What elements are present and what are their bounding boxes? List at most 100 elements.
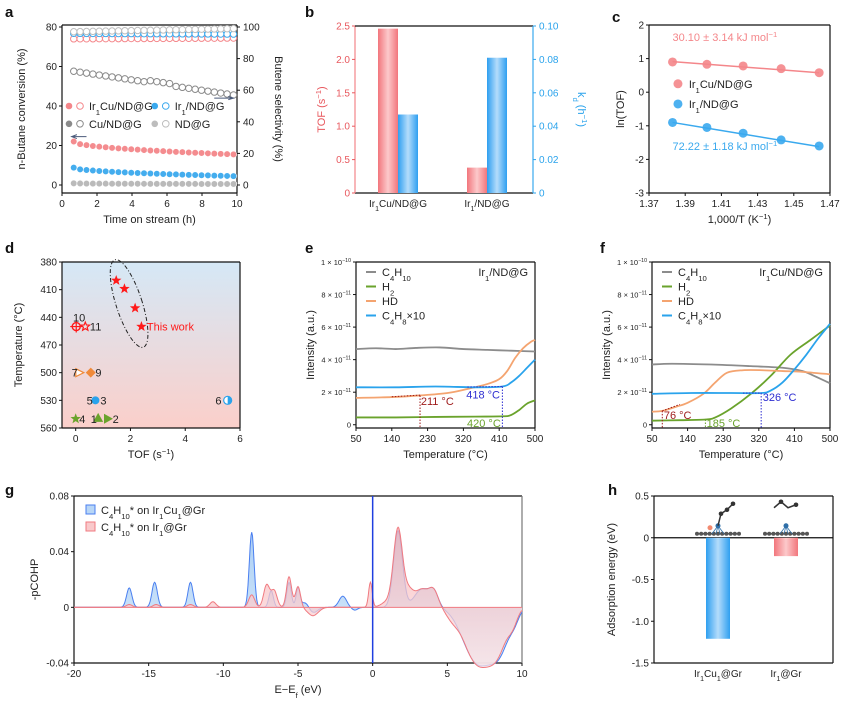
legend-label: C4H10 xyxy=(382,267,411,283)
y-tick-label: 0 xyxy=(51,181,57,192)
selectivity-point xyxy=(89,70,97,78)
x-tick-label: 1.45 xyxy=(784,199,804,210)
this-work-ellipse xyxy=(109,259,149,348)
conversion-point xyxy=(102,143,110,151)
butane-chain xyxy=(717,503,734,526)
conversion-point xyxy=(82,179,91,188)
legend-swatch xyxy=(85,504,96,515)
selectivity-point xyxy=(153,26,161,34)
conversion-point xyxy=(223,150,231,158)
legend-label: C4H8×10 xyxy=(678,311,721,327)
selectivity-point xyxy=(95,71,103,79)
x-tick-label: 0 xyxy=(59,199,65,210)
crosshair-lines xyxy=(70,320,83,333)
legend-label: Ir1Cu/ND@G xyxy=(89,101,153,117)
x-tick-label: 6 xyxy=(164,199,170,210)
chart-title: Ir1Cu/ND@G xyxy=(759,267,823,283)
conversion-point xyxy=(191,149,199,157)
conversion-point xyxy=(197,171,206,179)
x-tick-label: Ir1@Gr xyxy=(770,669,802,683)
conversion-point xyxy=(70,179,78,188)
y-axis-title: ln(TOF) xyxy=(615,90,627,128)
x-tick-label: -5 xyxy=(294,669,303,680)
bond xyxy=(717,525,721,534)
panel-label-c: c xyxy=(612,9,620,26)
legend-label: C4H10* on Ir1Cu1@Gr xyxy=(101,505,205,521)
conversion-point xyxy=(95,167,103,175)
x-tick-label: 1.47 xyxy=(820,199,840,210)
point-label: 4 xyxy=(79,414,85,426)
x-tick-label: -15 xyxy=(141,669,156,680)
selectivity-point xyxy=(70,28,78,36)
chart-h: -1.5 -1.0 -0.5 0 0.5 Adsorption energy (eV) Ir… xyxy=(606,492,834,683)
conversion-point xyxy=(146,146,155,155)
x-tick-label: 50 xyxy=(646,434,658,445)
activation-energy-label: 30.10 ± 3.14 kJ mol−1 xyxy=(673,30,778,45)
series-selectivity-2 xyxy=(70,67,238,99)
conversion-point xyxy=(159,170,167,178)
x-tick-label: 230 xyxy=(419,434,436,445)
series-0: 30.10 ± 3.14 kJ mol−1 Ir1Cu/ND@G xyxy=(668,30,824,94)
y-tick-label: 0.08 xyxy=(50,492,70,503)
selectivity-point xyxy=(82,69,91,77)
x-tick-label: 6 xyxy=(237,434,243,445)
legend-swatch xyxy=(85,521,96,532)
conversion-point xyxy=(134,169,142,177)
conversion-point xyxy=(178,180,186,188)
selectivity-point xyxy=(185,84,193,93)
legend-filled-marker xyxy=(151,102,159,110)
y-tick-label: 20 xyxy=(46,141,58,152)
x-tick-label: 10 xyxy=(516,669,528,680)
x-tick-label: 1.41 xyxy=(712,199,732,210)
bar xyxy=(774,537,798,557)
bar-tof xyxy=(378,28,398,194)
y-tick-label: 0.5 xyxy=(336,155,350,166)
legend-label: Ir1/ND@G xyxy=(689,99,739,115)
carbon-atom xyxy=(718,511,724,517)
x-axis-title: E−Ef (eV) xyxy=(274,684,321,700)
selectivity-point xyxy=(76,68,84,76)
bond xyxy=(717,525,725,534)
x-tick-label: 320 xyxy=(750,434,767,445)
panel-label-g: g xyxy=(5,482,14,499)
conversion-point xyxy=(165,147,174,156)
bar-kd xyxy=(487,57,507,194)
x-tick-label: 230 xyxy=(715,434,732,445)
conversion-point xyxy=(159,180,167,188)
data-point xyxy=(776,64,786,74)
series-line-H2 xyxy=(651,324,831,422)
bond xyxy=(783,525,787,534)
x-axis-title: Temperature (°C) xyxy=(699,449,783,461)
selectivity-point xyxy=(95,27,103,35)
conversion-point xyxy=(172,180,180,188)
bond xyxy=(715,525,719,534)
conversion-point xyxy=(229,172,238,180)
y-tick-label: 40 xyxy=(46,102,58,113)
conversion-point xyxy=(185,180,193,188)
bond xyxy=(779,525,787,534)
y-tick-label: 0 xyxy=(344,189,350,200)
y-axis-title: -pCOHP xyxy=(29,559,41,601)
conversion-point xyxy=(82,166,91,174)
data-point xyxy=(702,122,712,132)
x-tick-label: -10 xyxy=(216,669,231,680)
conversion-point xyxy=(197,149,206,157)
conversion-point xyxy=(140,180,148,188)
series-conversion-1 xyxy=(70,164,238,180)
butane-chain xyxy=(773,500,797,509)
data-point xyxy=(702,59,712,69)
y-tick-label: -3 xyxy=(635,189,644,200)
conversion-point xyxy=(217,180,225,188)
y-axis-title: n-Butane conversion (%) xyxy=(16,48,28,169)
conversion-point xyxy=(121,180,129,188)
selectivity-point xyxy=(101,72,110,80)
conversion-point xyxy=(229,150,238,158)
x-tick-label: 2 xyxy=(94,199,100,210)
y-axis-title: Intensity (a.u.) xyxy=(305,310,317,380)
selectivity-point xyxy=(140,77,148,86)
y-tick-label: 8 × 10−11 xyxy=(321,291,351,300)
y-tick-label: 560 xyxy=(40,424,57,435)
y-tick-label: 8 × 10−11 xyxy=(617,291,647,300)
point-label: 6 xyxy=(215,395,221,407)
